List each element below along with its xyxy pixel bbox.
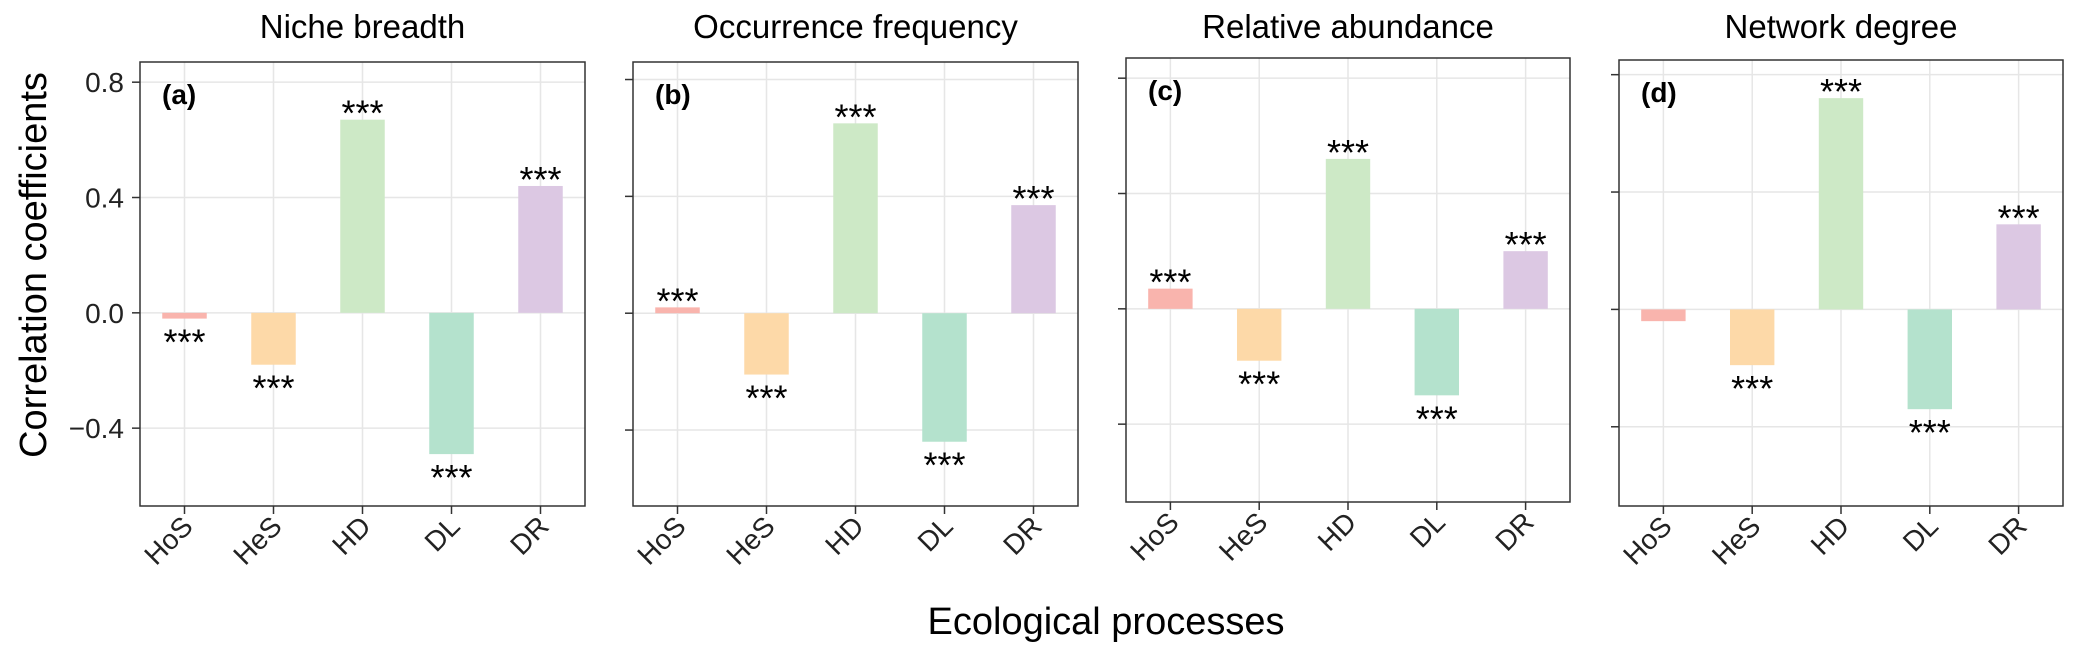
x-tick-label: HoS [631,510,691,570]
panel-2: *** *** *** *** *** HoS HeS HD DL DR (b) Occurrence… [625,8,1079,571]
significance-label: *** [834,96,876,137]
panel-3: *** *** *** *** *** HoS HeS HD DL DR (c) Relative a… [1118,8,1571,567]
significance-label: *** [252,368,294,409]
x-tick-label: HD [819,510,870,561]
x-tick-label: HeS [1213,506,1273,566]
bar-HD [1325,158,1371,309]
significance-label: *** [430,457,472,498]
significance-label: *** [519,159,561,200]
x-tick-label: DL [1897,510,1944,557]
panel-title: Niche breadth [260,8,465,45]
significance-label: *** [656,280,698,321]
bar-HD [340,119,385,313]
x-tick-label: DL [419,510,466,557]
significance-label: *** [1416,398,1458,439]
bar-DL [922,313,967,442]
bar-DL [1907,309,1952,410]
panel-title: Network degree [1725,8,1958,45]
x-tick-label: DR [1489,506,1540,557]
bar-HoS [1148,288,1193,309]
x-tick-label: HD [1805,510,1856,561]
significance-label: *** [923,445,965,486]
significance-label: *** [1149,262,1191,303]
panel-letter: (b) [655,79,691,110]
x-axis-title: Ecological processes [928,601,1285,643]
significance-label: *** [341,93,383,134]
x-tick-label: HD [1312,506,1363,557]
y-tick-label: 0.8 [85,67,124,98]
significance-label: *** [1820,71,1862,112]
significance-label: *** [745,378,787,419]
x-tick-label: DL [1404,506,1451,553]
significance-label: *** [163,322,205,363]
bar-HeS [251,312,296,365]
panel-title: Relative abundance [1202,8,1494,45]
bar-HoS [1641,309,1686,322]
bar-HD [833,123,878,314]
x-tick-label: HoS [1617,510,1677,570]
bar-DR [1503,251,1548,309]
x-tick-label: DL [912,510,959,557]
bar-HeS [744,313,789,375]
y-tick-label: 0.0 [85,298,124,329]
significance-label: *** [1327,132,1369,173]
bar-DR [1996,224,2041,310]
panel-title: Occurrence frequency [693,8,1018,45]
bar-HoS [162,312,207,319]
x-tick-label: HeS [1706,510,1766,570]
x-tick-label: DR [504,510,555,561]
significance-label: *** [1505,224,1547,265]
x-tick-label: HoS [138,510,198,570]
bar-HD [1818,98,1864,310]
significance-label: *** [1238,364,1280,405]
significance-label: *** [1909,412,1951,453]
bar-HeS [1237,308,1282,361]
x-tick-label: HD [326,510,377,561]
bar-DL [1414,308,1459,396]
bar-DL [429,312,474,455]
panel-1: *** *** *** *** *** −0.4 0.0 0.4 0.8 HoS HeS HD DL DR… [69,8,586,571]
x-tick-label: HoS [1124,506,1184,566]
y-tick-label: 0.4 [85,183,124,214]
x-tick-label: HeS [720,510,780,570]
panel-letter: (c) [1148,75,1182,106]
bar-DR [518,185,563,313]
panel-4: *** *** *** *** HoS HeS HD DL DR (d) Network degre… [1611,8,2064,571]
panel-letter: (a) [162,79,196,110]
panels: *** *** *** *** *** −0.4 0.0 0.4 0.8 HoS HeS HD DL DR… [69,8,2064,571]
y-axis-title: Correlation coefficients [13,72,55,458]
panel-letter: (d) [1641,77,1677,108]
bar-HeS [1730,309,1775,366]
x-tick-label: HeS [227,510,287,570]
significance-label: *** [1731,368,1773,409]
significance-label: *** [1012,178,1054,219]
bar-DR [1011,205,1056,314]
y-tick-label: −0.4 [69,413,124,444]
x-tick-label: DR [997,510,1048,561]
significance-label: *** [1998,197,2040,238]
bar-HoS [655,307,700,314]
x-tick-label: DR [1982,510,2033,561]
